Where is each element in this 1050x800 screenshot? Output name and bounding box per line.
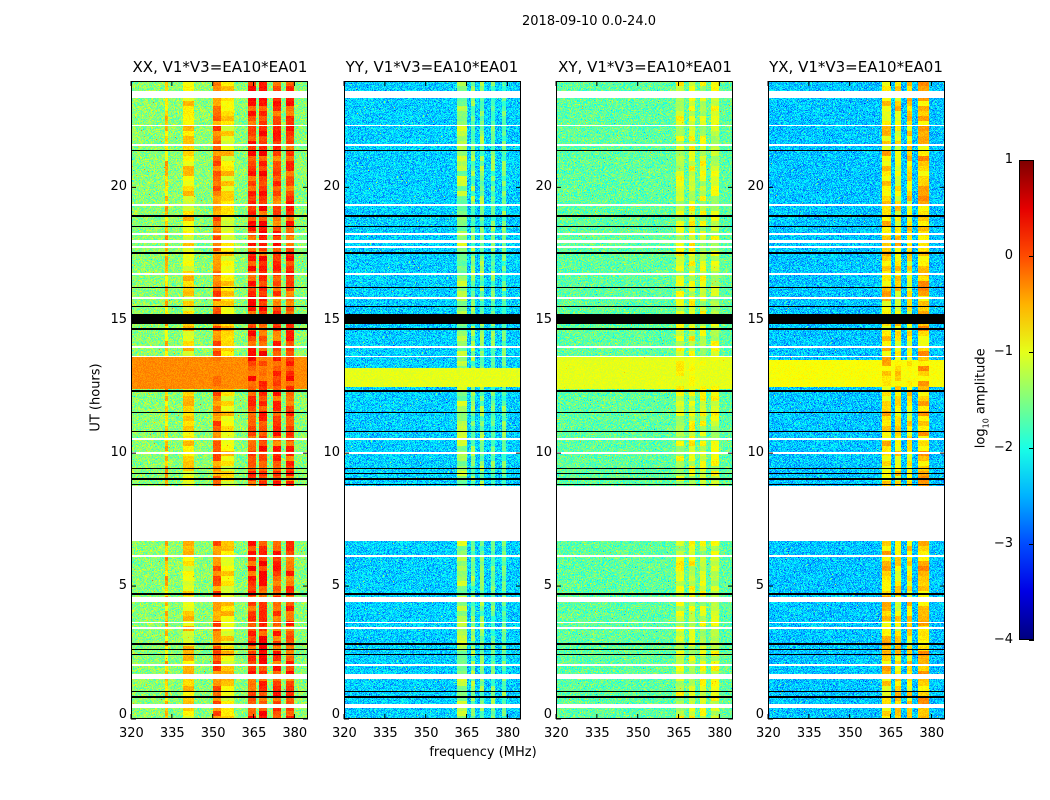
y-tick-label: 10 (535, 445, 552, 461)
y-tick-label: 20 (747, 179, 764, 195)
x-tick-label: 350 (413, 726, 439, 741)
x-tick-label: 320 (119, 726, 144, 741)
x-tick-label: 365 (454, 726, 480, 741)
heatmap-panel-yx: 320 335 350 365 380 0 5 10 15 20 (747, 81, 945, 740)
y-tick-label: 20 (110, 179, 127, 195)
heatmap-image (344, 81, 521, 719)
y-axis-label: UT (hours) (88, 363, 104, 432)
colorbar-tick-mark (1029, 640, 1034, 641)
axes-border (131, 81, 308, 719)
axes-border (556, 81, 733, 719)
y-tick-label: 15 (110, 312, 127, 328)
axes-frame (130, 81, 308, 720)
y-tick-label: 10 (747, 445, 764, 461)
y-tick-label: 10 (323, 445, 340, 461)
x-tick-label: 320 (756, 726, 781, 741)
y-tick-label: 5 (331, 578, 340, 594)
x-tick-label: 365 (241, 726, 267, 741)
x-tick-label: 380 (282, 726, 308, 741)
x-tick-label: 320 (332, 726, 357, 741)
panel-title-xx: XX, V1*V3=EA10*EA01 (132, 58, 308, 76)
figure-title: 2018-09-10 0.0-24.0 (522, 14, 656, 29)
x-tick-label: 365 (878, 726, 904, 741)
colorbar-tick-label: −2 (993, 440, 1013, 455)
panel-title-xy: XY, V1*V3=EA10*EA01 (558, 58, 732, 76)
heatmap-image (131, 81, 308, 719)
y-tick-label: 5 (755, 578, 764, 594)
y-tick-label: 5 (543, 578, 552, 594)
colorbar-tick-label: 0 (1004, 248, 1013, 263)
axes-border (768, 81, 945, 719)
colorbar-tick-mark (1029, 448, 1034, 449)
axes-frame (767, 81, 945, 720)
x-tick-label: 380 (707, 726, 733, 741)
x-tick-label: 350 (625, 726, 651, 741)
colorbar-tick-mark (1029, 160, 1034, 161)
colorbar-tick-mark (1029, 352, 1034, 353)
y-tick-label: 15 (323, 312, 340, 328)
colorbar-tick-label: −3 (993, 536, 1013, 551)
y-tick-label: 5 (118, 578, 127, 594)
y-tick-label: 20 (535, 179, 552, 195)
x-tick-label: 365 (666, 726, 692, 741)
heatmap-panel-xy: 320 335 350 365 380 0 5 10 15 20 (535, 81, 733, 740)
x-tick-label: 350 (837, 726, 863, 741)
colorbar (1019, 160, 1034, 640)
y-tick-label: 10 (110, 445, 127, 461)
y-tick-label: 15 (747, 312, 764, 328)
y-tick-label: 15 (535, 312, 552, 328)
x-tick-label: 380 (919, 726, 945, 741)
y-tick-label: 0 (118, 707, 127, 722)
axes-frame (555, 81, 733, 720)
colorbar-tick-label: 1 (1004, 152, 1013, 167)
colorbar-tick-mark (1029, 544, 1034, 545)
x-axis-label: frequency (MHz) (429, 745, 537, 760)
y-tick-label: 0 (755, 707, 764, 722)
x-tick-label: 380 (495, 726, 521, 741)
axes-frame (343, 81, 521, 720)
heatmap-image (768, 81, 945, 719)
colorbar-tick-label: −4 (993, 632, 1013, 647)
y-tick-label: 0 (331, 707, 340, 722)
x-tick-label: 335 (372, 726, 398, 741)
y-tick-label: 0 (543, 707, 552, 722)
colorbar-tick-mark (1029, 256, 1034, 257)
colorbar-tick-label: −1 (993, 344, 1013, 359)
heatmap-panel-yy: 320 335 350 365 380 0 5 10 15 20 (323, 81, 521, 740)
x-tick-label: 335 (159, 726, 185, 741)
panel-title-yx: YX, V1*V3=EA10*EA01 (769, 58, 943, 76)
panel-title-yy: YY, V1*V3=EA10*EA01 (345, 58, 519, 76)
x-tick-label: 335 (584, 726, 610, 741)
heatmap-panel-xx: 320 335 350 365 380 0 5 10 15 20 (110, 81, 308, 740)
x-tick-label: 320 (544, 726, 569, 741)
axes-border (344, 81, 521, 719)
x-tick-label: 335 (796, 726, 822, 741)
heatmap-image (556, 81, 733, 719)
y-tick-label: 20 (323, 179, 340, 195)
x-tick-label: 350 (200, 726, 226, 741)
